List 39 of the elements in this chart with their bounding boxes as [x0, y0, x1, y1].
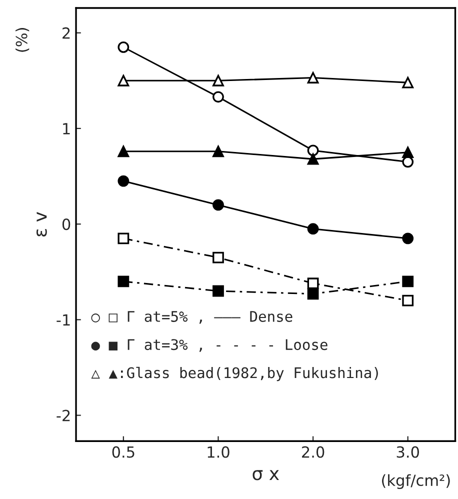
y-tick-label: -2 [56, 410, 70, 422]
point [212, 74, 224, 86]
annotation: ○ □ Γ at=5% , ——— Dense [91, 311, 292, 324]
point [402, 146, 414, 158]
point [307, 223, 319, 235]
y-tick-label: 0 [62, 218, 70, 230]
point [118, 276, 130, 288]
point [118, 232, 130, 244]
x-tick-label: 0.5 [112, 446, 134, 458]
x-axis-title: σ x [252, 470, 279, 480]
text: (kgf/cm²) [382, 474, 450, 490]
y-tick-label: 1 [63, 123, 70, 134]
point [307, 72, 319, 84]
x-tick-label: 3.0 [396, 446, 419, 458]
point [212, 285, 224, 297]
point [118, 41, 130, 53]
point [402, 276, 414, 288]
point [307, 153, 319, 165]
point [212, 252, 224, 264]
y-tick-label: -1 [56, 314, 70, 326]
point [118, 74, 130, 86]
point [212, 146, 224, 158]
point [212, 199, 224, 211]
point [118, 175, 130, 187]
annotation: △ ▲:Glass bead(1982,by Fukushina) [91, 366, 378, 382]
point [402, 232, 414, 244]
point [402, 294, 414, 306]
point [307, 288, 319, 300]
point [212, 91, 224, 103]
annotation: ● ■ Γ at=3% , - - - - Loose [91, 339, 328, 352]
point [118, 146, 130, 158]
point [307, 144, 319, 156]
x-tick-label: 1.0 [208, 446, 230, 458]
point [307, 278, 319, 290]
y-tick-label: 2 [62, 27, 70, 39]
text: (%) [16, 28, 30, 52]
point [402, 76, 414, 88]
y-axis-title: ε v [36, 212, 47, 236]
x-tick-label: 2.0 [302, 446, 324, 458]
